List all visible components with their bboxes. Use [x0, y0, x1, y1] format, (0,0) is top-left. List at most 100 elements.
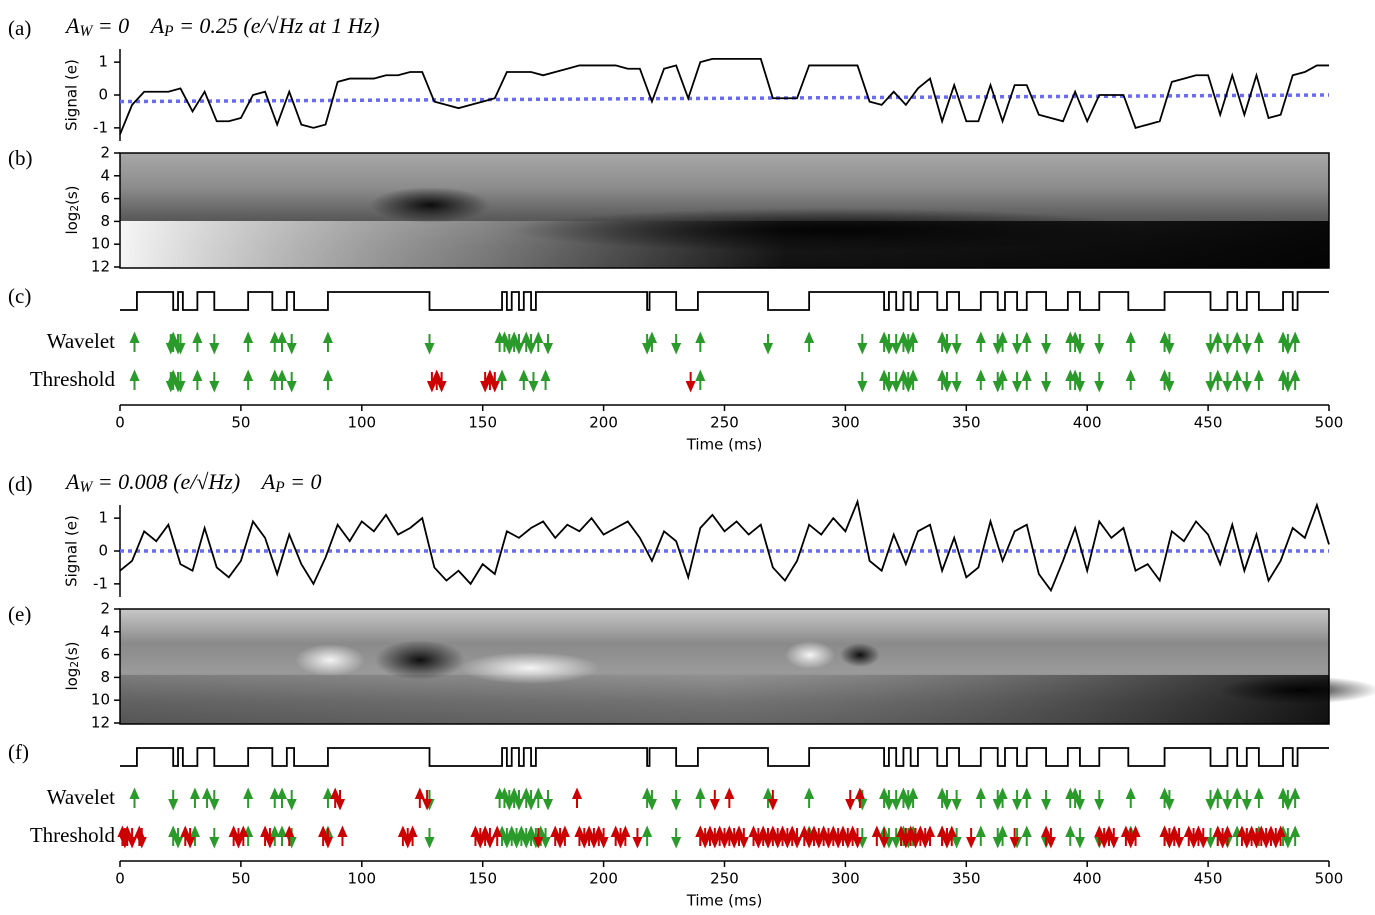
event-arrow [269, 825, 280, 846]
event-arrow [787, 825, 798, 846]
event-arrow [192, 331, 203, 352]
event-arrow [891, 790, 902, 811]
event-arrow [1094, 825, 1105, 846]
event-arrow [335, 790, 346, 811]
event-arrow [1251, 828, 1262, 849]
event-arrow [879, 787, 890, 808]
y-tick-label: -1 [93, 118, 108, 136]
scalogram-b [120, 609, 1375, 724]
event-arrow [871, 825, 882, 846]
event-arrow [1198, 828, 1209, 849]
event-arrow [494, 331, 505, 352]
event-arrow [276, 787, 288, 808]
event-arrow [895, 825, 907, 846]
event-arrow [891, 372, 902, 393]
event-arrow [1021, 331, 1032, 352]
event-arrow [714, 825, 725, 846]
event-arrow [209, 790, 220, 811]
event-arrow [1065, 369, 1076, 390]
panel-label: (a) [8, 16, 31, 40]
event-arrow [1074, 828, 1085, 849]
event-arrow [542, 790, 554, 811]
x-tick-label: 500 [1315, 870, 1344, 888]
event-arrow [997, 369, 1008, 390]
event-arrow [620, 825, 631, 846]
event-arrow [951, 790, 962, 811]
event-arrow [975, 787, 986, 808]
text-part: (s) [63, 641, 81, 661]
event-arrow [1159, 331, 1170, 352]
state-trace [120, 291, 1329, 311]
x-tick-label: 250 [710, 870, 739, 888]
event-arrow [900, 828, 911, 849]
event-arrow [407, 825, 418, 846]
event-arrow [1212, 331, 1223, 352]
event-arrow [1045, 828, 1056, 849]
event-arrow [975, 331, 986, 352]
subscript: 2 [69, 205, 81, 212]
x-tick-label: 300 [831, 870, 860, 888]
event-arrow [1070, 331, 1081, 352]
event-arrow [898, 369, 909, 390]
event-arrow [879, 331, 890, 352]
event-arrow [521, 828, 532, 849]
event-arrow [1253, 331, 1264, 352]
event-arrow [484, 369, 495, 390]
event-arrow [1125, 369, 1136, 390]
event-arrow [397, 825, 408, 846]
event-arrow [269, 369, 280, 390]
event-arrow [891, 334, 902, 355]
event-arrow [1205, 372, 1216, 393]
event-arrow [276, 369, 288, 390]
event-arrow [1290, 825, 1301, 846]
event-arrow [168, 790, 179, 811]
subscript: W [79, 479, 93, 496]
row-label: Threshold [30, 823, 116, 847]
event-arrow [1278, 787, 1289, 808]
event-arrow [997, 825, 1008, 846]
event-arrow [480, 372, 491, 393]
event-arrow [422, 790, 433, 811]
event-arrow [1094, 372, 1105, 393]
event-arrow [1074, 372, 1085, 393]
text-part: (s) [63, 185, 81, 205]
x-axis-label: Time (ms) [686, 436, 763, 454]
event-arrow [937, 331, 948, 352]
event-arrow [1232, 825, 1243, 846]
event-arrow [704, 825, 716, 846]
event-arrow [813, 828, 824, 849]
event-arrow [1021, 369, 1032, 390]
event-arrow [526, 334, 537, 355]
event-arrow [1241, 334, 1252, 355]
event-arrow [799, 825, 810, 846]
event-arrow [584, 825, 595, 846]
event-arrow [526, 825, 537, 846]
x-tick-label: 100 [347, 414, 376, 432]
event-arrow [136, 828, 147, 849]
y-tick-label: 8 [100, 668, 110, 686]
event-arrow [1261, 828, 1272, 849]
event-arrow [767, 825, 778, 846]
event-arrow [1070, 369, 1081, 390]
event-arrow [1222, 790, 1233, 811]
event-arrow [1212, 787, 1223, 808]
event-arrow [857, 372, 868, 393]
event-arrow [233, 828, 244, 849]
event-arrow [695, 331, 706, 352]
event-arrow [792, 828, 803, 849]
event-arrow [1222, 825, 1233, 846]
event-arrow [762, 334, 774, 355]
event-arrow [475, 828, 486, 849]
event-arrow [1246, 825, 1257, 846]
event-arrow [842, 828, 853, 849]
event-arrow [542, 334, 554, 355]
event-arrow [883, 372, 894, 393]
event-arrow [129, 787, 140, 808]
subscript: W [79, 23, 93, 40]
event-arrow [1041, 825, 1052, 846]
event-arrow [975, 369, 986, 390]
event-arrow [286, 372, 297, 393]
signal-line [119, 57, 1329, 135]
panel-label: (f) [8, 740, 29, 764]
event-arrow [269, 331, 280, 352]
